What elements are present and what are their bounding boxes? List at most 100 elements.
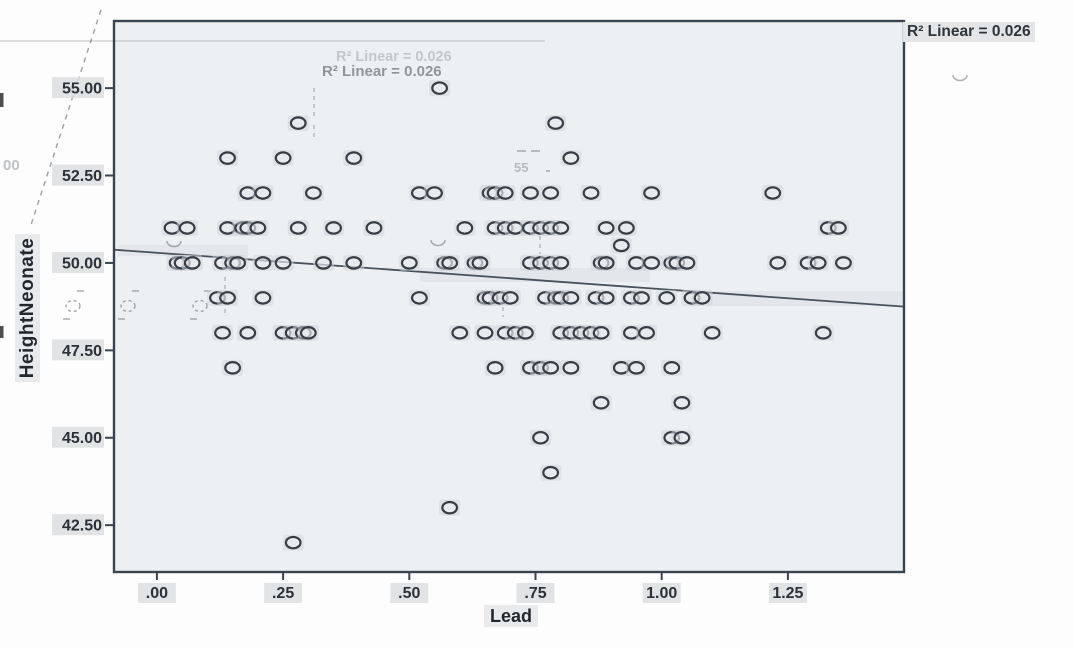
scan-smudge — [118, 245, 248, 256]
x-tick-label-bg — [642, 583, 681, 603]
data-point — [835, 256, 852, 270]
data-point — [274, 151, 292, 165]
data-point — [597, 256, 615, 270]
data-point — [249, 221, 267, 235]
data-point — [471, 256, 489, 270]
scan-smudge — [420, 268, 650, 282]
ghost-arc — [166, 240, 182, 248]
data-point — [496, 186, 514, 200]
y-tick-label: 47.50 — [62, 343, 102, 360]
data-point — [239, 326, 257, 340]
x-tick-label: .75 — [524, 585, 546, 602]
r2-annotation-ghost-light: R² Linear = 0.026 — [336, 49, 452, 65]
data-point — [431, 81, 448, 95]
data-point — [552, 221, 570, 235]
data-point — [254, 291, 272, 305]
data-point — [552, 256, 570, 270]
data-point — [289, 116, 307, 130]
x-axis-title-text: Lead — [483, 605, 538, 627]
data-point — [562, 151, 580, 165]
scan-edge-mark — [0, 93, 4, 107]
data-point — [451, 326, 469, 340]
data-point — [274, 256, 292, 270]
y-axis-title: HeightNeonate — [8, 208, 48, 408]
ghost-arc — [952, 74, 968, 82]
r2-annotation: R² Linear = 0.026 — [903, 22, 1035, 42]
data-point — [345, 151, 363, 165]
data-point — [365, 221, 383, 235]
data-point — [643, 256, 661, 270]
data-point — [829, 221, 847, 235]
y-tick-label: 42.50 — [62, 518, 102, 535]
y-axis-title-text: HeightNeonate — [15, 233, 40, 383]
x-tick-label: 1.25 — [772, 585, 803, 602]
data-point — [214, 326, 231, 340]
y-tick-label-bg — [52, 164, 104, 186]
ghost-circle — [120, 299, 136, 313]
data-point — [562, 291, 580, 305]
data-point — [254, 256, 272, 270]
data-point — [809, 256, 827, 270]
x-tick-label-bg — [390, 583, 429, 603]
data-point — [582, 186, 600, 200]
ghost-arc — [430, 239, 446, 247]
y-tick-label-bg — [52, 339, 104, 361]
data-point — [663, 361, 681, 375]
x-tick-label: .50 — [398, 585, 420, 602]
data-point — [304, 186, 322, 200]
y-tick-label: 45.00 — [62, 430, 102, 447]
data-point — [486, 361, 504, 375]
data-point — [178, 221, 196, 235]
ghost-circle — [65, 299, 81, 313]
data-point — [441, 256, 459, 270]
data-point — [284, 535, 302, 550]
y-tick-label-bg — [52, 514, 104, 536]
data-point — [612, 238, 630, 253]
x-tick-label: .00 — [146, 585, 168, 602]
y-tick-label: 52.50 — [62, 168, 102, 185]
data-point — [597, 291, 615, 305]
data-point — [764, 186, 782, 200]
data-point — [814, 326, 832, 340]
data-point — [476, 326, 494, 340]
data-point — [224, 361, 242, 375]
x-tick-label-bg — [137, 583, 176, 603]
data-point — [542, 465, 560, 480]
x-tick-label-bg — [768, 583, 807, 603]
data-point — [542, 361, 560, 375]
x-tick-label: .25 — [272, 585, 294, 602]
data-point — [532, 430, 549, 445]
data-point — [441, 500, 459, 515]
data-point — [658, 291, 676, 305]
x-tick-label: 1.00 — [646, 585, 677, 602]
data-point — [673, 430, 691, 445]
data-point — [638, 326, 655, 340]
data-point — [628, 361, 645, 375]
data-point — [597, 221, 615, 235]
data-point — [315, 256, 332, 270]
y-tick-label-bg — [52, 77, 104, 99]
data-point — [400, 256, 418, 270]
data-point — [703, 326, 721, 340]
data-point — [693, 291, 711, 305]
ghost-circle — [192, 299, 208, 313]
r2-annotation-ghost-dark: R² Linear = 0.026 — [322, 63, 442, 80]
data-point — [547, 116, 565, 130]
data-point — [325, 221, 342, 235]
y-tick-label-bg — [52, 251, 104, 273]
data-point — [562, 361, 580, 375]
data-point — [219, 291, 236, 305]
y-tick-label: 50.00 — [62, 255, 102, 272]
data-point — [229, 256, 247, 270]
x-tick-label-bg — [516, 583, 555, 603]
data-point — [501, 291, 519, 305]
ghost-dashed-diagonal — [29, 9, 102, 229]
ghost-text: 55 — [514, 160, 528, 175]
data-point — [219, 151, 236, 165]
data-point — [456, 221, 474, 235]
data-point — [410, 291, 428, 305]
data-point — [522, 186, 539, 200]
y-tick-label: 55.00 — [62, 81, 102, 98]
